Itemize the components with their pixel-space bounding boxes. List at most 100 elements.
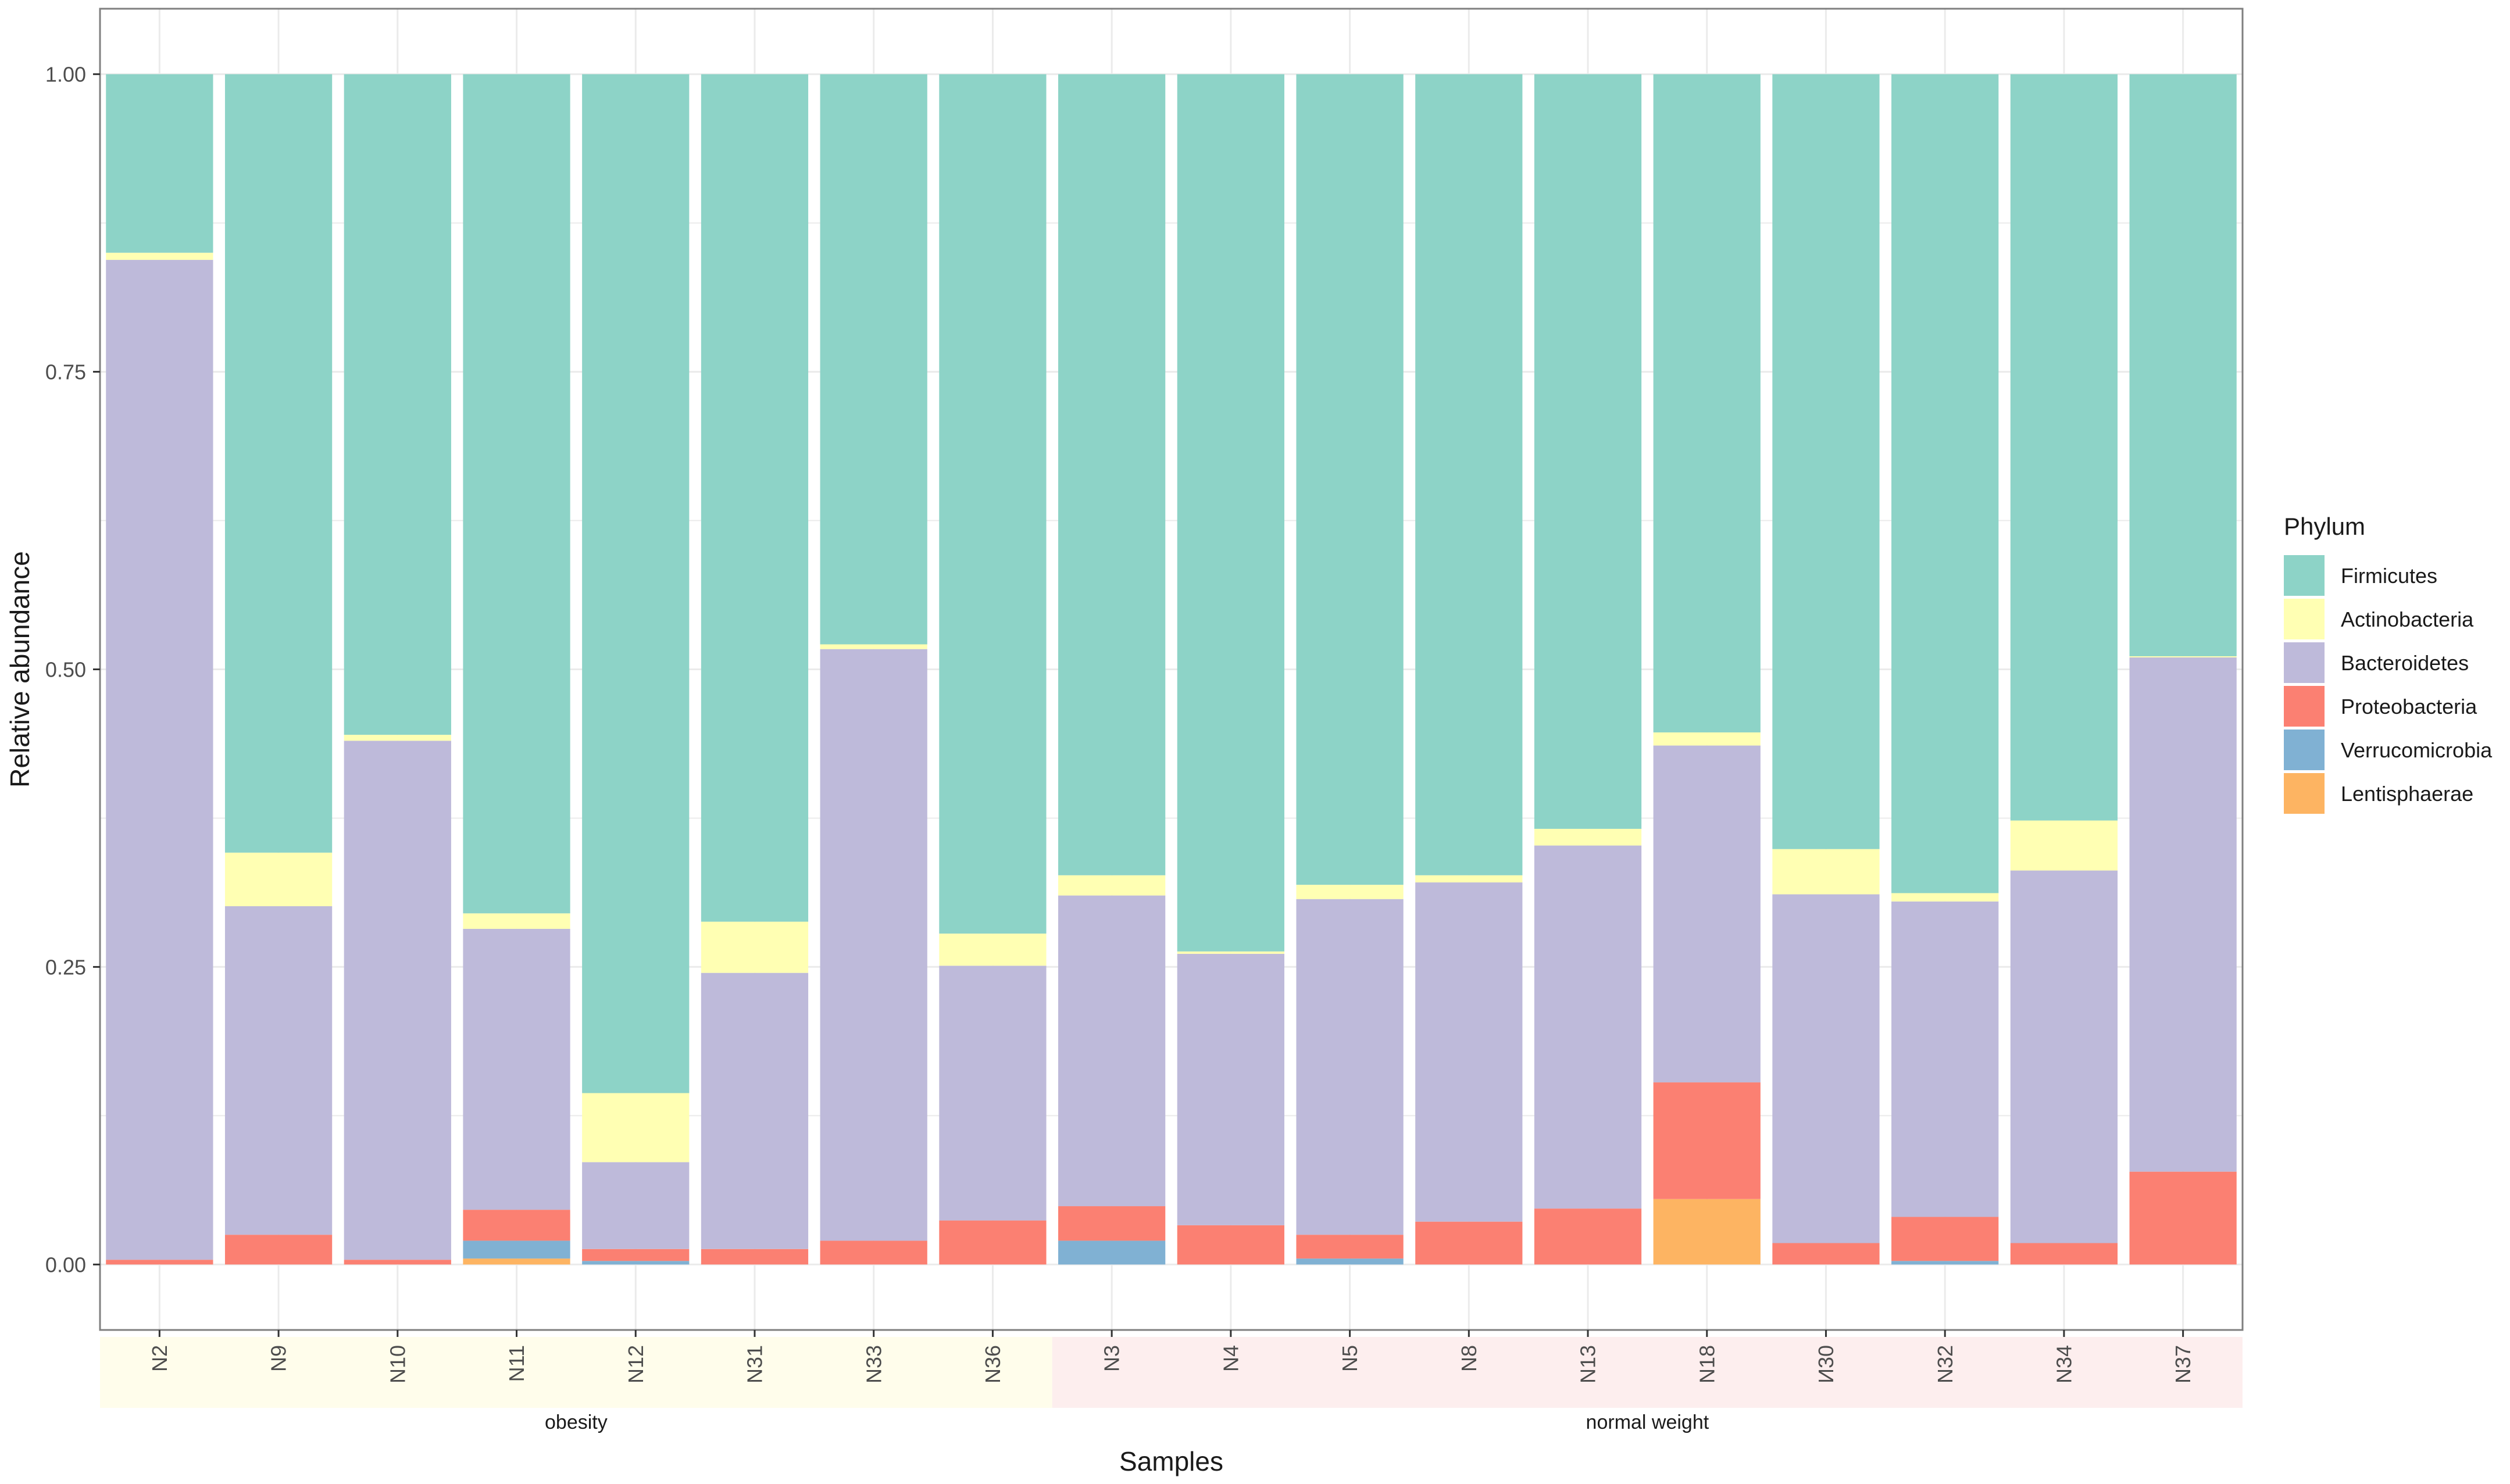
x-tick-label: N10 [385,1345,409,1383]
x-axis-title: Samples [1119,1446,1223,1476]
bar-n5-bacteroidetes [1296,899,1404,1235]
bar-n5-verrucomicrobia [1296,1258,1404,1265]
bar-n2-proteobacteria [106,1260,213,1265]
y-axis: 0.00 0.25 0.50 0.75 1.00 [45,63,100,1276]
bar-n36-bacteroidetes [939,966,1047,1221]
bar-n9-proteobacteria [224,1235,333,1265]
x-tick-label: N8 [1457,1345,1481,1372]
x-tick-label: N2 [148,1345,172,1372]
legend-swatch-firmicutes [2284,555,2325,596]
bar-n3-firmicutes [1058,74,1166,875]
x-axis: N2 N9 N10 N11 N12 N31 N33 N36 N3 N4 N5 N8 N13 N18 И30 N… [148,1330,2195,1383]
bar-n37-firmicutes [2129,74,2237,656]
bar-n2-bacteroidetes [106,260,213,1260]
bar-n3-bacteroidetes [1058,895,1166,1207]
bar-n9-bacteroidetes [224,906,333,1235]
bar-n12-actinobacteria [582,1093,690,1163]
x-tick-label: N9 [267,1345,291,1372]
x-tick-label: N31 [743,1345,767,1383]
bar-n11-lentisphaerae [463,1258,570,1265]
bar-n37-actinobacteria [2129,656,2237,658]
group-strip-obesity [100,1337,1052,1408]
x-tick-label: N5 [1338,1345,1362,1372]
bar-n8-actinobacteria [1415,875,1523,883]
group-label-normal-weight: normal weight [1586,1411,1709,1433]
legend-label-actinobacteria: Actinobacteria [2341,607,2474,631]
legend-label-bacteroidetes: Bacteroidetes [2341,651,2469,675]
legend-swatch-actinobacteria [2284,599,2325,639]
x-tick-label: N11 [505,1345,529,1382]
bar-n4-actinobacteria [1177,951,1284,954]
x-tick-label: И30 [1814,1345,1838,1383]
bar-n18-proteobacteria [1653,1082,1761,1199]
bar-n31-actinobacteria [701,921,809,973]
group-label-obesity: obesity [545,1411,608,1433]
bar-n33-proteobacteria [820,1240,927,1265]
bar-n31-firmicutes [701,74,809,922]
x-tick-label: N34 [2052,1345,2076,1383]
y-tick-label: 0.00 [45,1253,86,1276]
bar-n34-bacteroidetes [2010,870,2118,1243]
bar-n11-bacteroidetes [463,928,570,1210]
bar-n31-proteobacteria [701,1249,809,1265]
bar-n9-firmicutes [224,74,333,853]
legend-label-proteobacteria: Proteobacteria [2341,695,2477,718]
legend-label-verrucomicrobia: Verrucomicrobia [2341,738,2493,762]
bar-n10-actinobacteria [344,735,451,741]
bar-n33-bacteroidetes [820,649,927,1241]
y-tick-label: 0.25 [45,955,86,979]
bars [106,74,2237,1265]
bar-n5-actinobacteria [1296,885,1404,899]
bar-n10-bacteroidetes [344,741,451,1260]
legend-label-lentisphaerae: Lentisphaerae [2341,782,2473,806]
bar-n13-proteobacteria [1534,1208,1642,1265]
x-tick-label: N4 [1219,1345,1242,1372]
bar-n8-firmicutes [1415,74,1523,875]
legend: Phylum Firmicutes Actinobacteria Bacteroid… [2284,513,2493,814]
bar-n8-bacteroidetes [1415,882,1523,1222]
bar-30-actinobacteria [1772,849,1880,895]
bar-n11-verrucomicrobia [463,1240,570,1259]
bar-n3-verrucomicrobia [1058,1240,1166,1265]
legend-swatch-lentisphaerae [2284,773,2325,814]
bar-n2-actinobacteria [106,252,213,260]
bar-30-firmicutes [1772,74,1880,849]
bar-n33-firmicutes [820,74,927,645]
bar-n11-firmicutes [463,74,570,914]
bar-n8-proteobacteria [1415,1221,1523,1265]
bar-n13-firmicutes [1534,74,1642,829]
bar-n32-verrucomicrobia [1891,1261,1999,1265]
bar-n18-bacteroidetes [1653,745,1761,1083]
bar-n12-bacteroidetes [582,1162,690,1249]
bar-n36-proteobacteria [939,1220,1047,1265]
bar-n33-actinobacteria [820,644,927,649]
bar-n2-firmicutes [106,74,213,253]
bar-n36-actinobacteria [939,934,1047,966]
bar-n32-bacteroidetes [1891,901,1999,1217]
x-tick-label: N13 [1576,1345,1600,1383]
bar-n13-actinobacteria [1534,828,1642,846]
x-tick-label: N32 [1933,1345,1957,1383]
group-strips [100,1337,2243,1408]
bar-n11-actinobacteria [463,913,570,929]
y-axis-title: Relative abundance [5,551,35,788]
bar-n3-actinobacteria [1058,875,1166,896]
bar-n10-proteobacteria [344,1260,451,1265]
bar-n36-firmicutes [939,74,1047,934]
y-tick-label: 0.75 [45,360,86,384]
bar-30-bacteroidetes [1772,894,1880,1243]
group-strip-normal-weight [1052,1337,2243,1408]
bar-n18-lentisphaerae [1653,1199,1761,1265]
x-tick-label: N18 [1695,1345,1719,1383]
bar-n18-actinobacteria [1653,732,1761,746]
bar-n34-proteobacteria [2010,1243,2118,1265]
x-tick-label: N33 [862,1345,886,1383]
bar-n37-bacteroidetes [2129,657,2237,1172]
bar-n3-proteobacteria [1058,1206,1166,1241]
legend-swatch-verrucomicrobia [2284,730,2325,770]
x-tick-label: N12 [624,1345,648,1383]
bar-n9-actinobacteria [224,852,333,907]
y-tick-label: 1.00 [45,63,86,87]
bar-n37-proteobacteria [2129,1171,2237,1265]
